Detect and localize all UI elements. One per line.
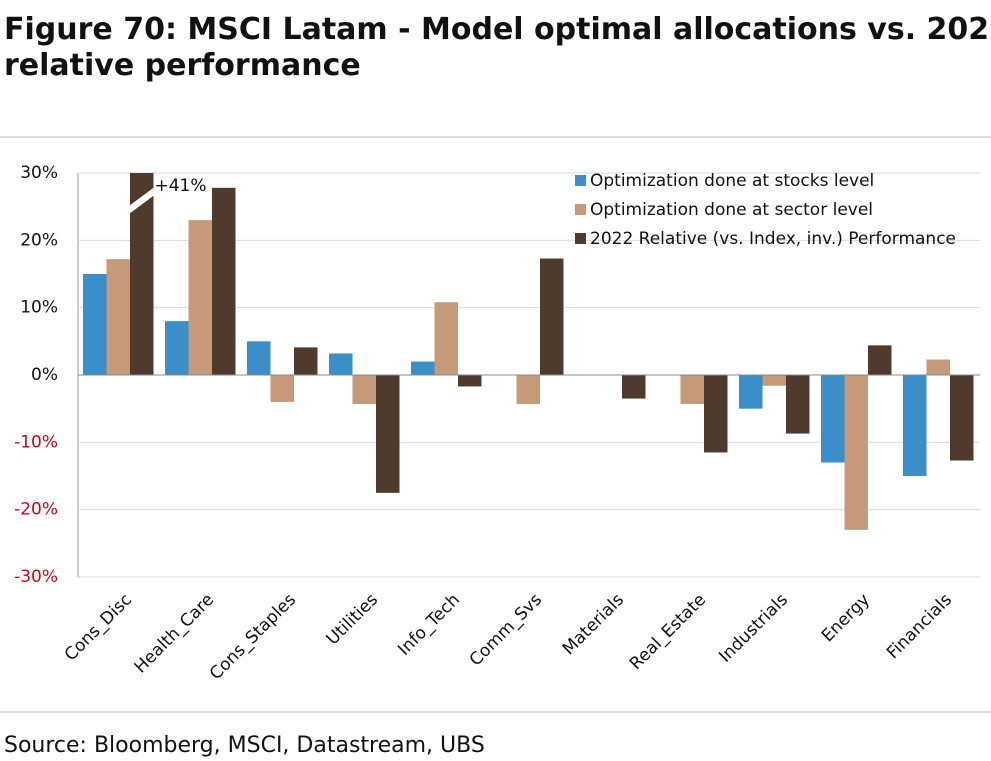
bar [868,345,892,375]
legend-label: Optimization done at sector level [590,200,873,220]
x-tick-label: Cons_Staples [206,590,300,684]
bars [83,173,974,530]
bar [704,375,728,453]
x-tick-label: Cons_Disc [61,590,136,665]
bar [903,375,927,476]
x-tick-label: Real_Estate [626,590,710,674]
y-tick-label: -30% [14,567,58,587]
bar [247,341,271,375]
bar [844,375,868,530]
bar [329,353,353,375]
x-tick-label: Info_Tech [394,590,464,660]
bar [739,375,763,409]
y-tick-label: 20% [20,230,58,250]
legend-swatch [575,204,586,215]
bar [270,375,294,402]
x-tick-label: Health_Care [131,590,218,677]
bar [434,302,458,375]
bar [516,375,540,404]
bar [680,375,704,404]
legend-swatch [575,233,586,244]
bar [376,375,400,493]
data-label: +41% [155,176,207,196]
bar [106,259,130,375]
bar [411,361,435,375]
bar [622,375,646,399]
bar [762,375,786,386]
y-tick-label: 0% [31,365,58,385]
legend-swatch [575,175,586,186]
bar [294,347,318,375]
break-mark [129,187,155,214]
bar [83,274,107,375]
y-tick-label: 10% [20,298,58,318]
y-tick-label: 30% [20,163,58,183]
x-tick-label: Materials [559,590,628,659]
bar [926,359,950,375]
bar [540,258,564,375]
bar [188,220,212,375]
bar [950,375,974,461]
x-tick-label: Comm_Svs [466,590,546,670]
legend-label: Optimization done at stocks level [590,171,874,191]
source: Source: Bloomberg, MSCI, Datastream, UBS [4,733,485,758]
x-tick-label: Utilities [323,590,382,649]
x-tick-label: Industrials [715,590,792,667]
bar [786,375,810,434]
bar [212,187,236,375]
x-tick-label: Energy [818,590,874,646]
bar [352,375,376,404]
y-tick-label: -20% [14,500,58,520]
legend-label: 2022 Relative (vs. Index, inv.) Performa… [590,229,956,249]
y-tick-label: -10% [14,432,58,452]
bar [458,375,482,387]
x-tick-label: Financials [883,590,956,663]
chart-title: Figure 70: MSCI Latam - Model optimal al… [4,12,991,83]
bar [130,173,154,375]
bar [821,375,845,463]
bar [165,321,189,375]
